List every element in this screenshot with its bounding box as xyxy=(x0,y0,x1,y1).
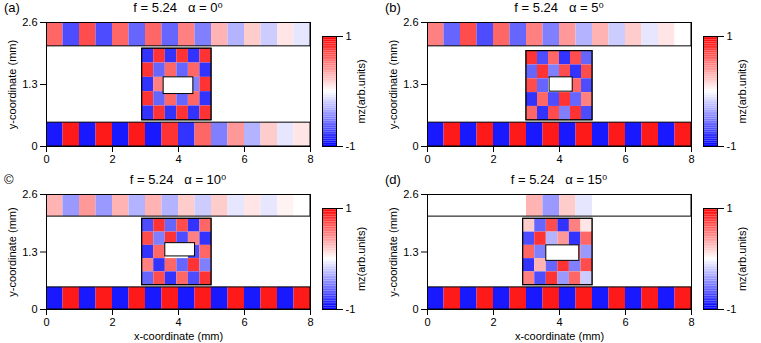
svg-text:1: 1 xyxy=(727,202,733,214)
svg-text:1: 1 xyxy=(346,202,352,214)
svg-text:0: 0 xyxy=(31,140,37,152)
html-text:(d): (d) xyxy=(385,172,401,187)
html-text:(a): (a) xyxy=(4,0,20,15)
svg-text:8: 8 xyxy=(307,153,313,165)
html-text:f = 5.24 α = 5⁰: f = 5.24 α = 5⁰ xyxy=(514,0,604,15)
svg-text:mz(arb.units): mz(arb.units) xyxy=(736,59,748,123)
svg-text:y-coordinate (mm): y-coordinate (mm) xyxy=(387,207,399,296)
svg-text:4: 4 xyxy=(175,153,181,165)
svg-text:8: 8 xyxy=(688,153,694,165)
svg-text:-1: -1 xyxy=(727,140,737,152)
svg-text:0: 0 xyxy=(31,303,37,315)
svg-text:8: 8 xyxy=(307,316,313,328)
svg-text:0: 0 xyxy=(43,316,49,328)
svg-text:2.6: 2.6 xyxy=(22,188,37,200)
svg-text:6: 6 xyxy=(241,316,247,328)
svg-text:mz(arb.units): mz(arb.units) xyxy=(736,227,748,291)
svg-text:x-coordinate (mm): x-coordinate (mm) xyxy=(515,330,604,342)
svg-text:-1: -1 xyxy=(346,303,356,315)
svg-text:y-coordinate (mm): y-coordinate (mm) xyxy=(6,40,18,129)
svg-text:6: 6 xyxy=(241,153,247,165)
svg-text:y-coordinate (mm): y-coordinate (mm) xyxy=(387,40,399,129)
svg-text:mz(arb.units): mz(arb.units) xyxy=(355,59,367,123)
svg-text:0: 0 xyxy=(412,140,418,152)
svg-text:2: 2 xyxy=(109,153,115,165)
html-text:f = 5.24 α = 15⁰: f = 5.24 α = 15⁰ xyxy=(510,172,608,187)
svg-text:1.3: 1.3 xyxy=(22,246,37,258)
svg-text:2.6: 2.6 xyxy=(403,16,418,28)
svg-text:mz(arb.units): mz(arb.units) xyxy=(355,227,367,291)
svg-text:0: 0 xyxy=(424,316,430,328)
svg-text:2: 2 xyxy=(490,153,496,165)
svg-text:2.6: 2.6 xyxy=(403,188,418,200)
svg-text:1.3: 1.3 xyxy=(403,78,418,90)
html-text:f = 5.24 α = 0⁰: f = 5.24 α = 0⁰ xyxy=(133,0,223,15)
svg-text:1.3: 1.3 xyxy=(22,78,37,90)
svg-text:1: 1 xyxy=(727,30,733,42)
svg-text:1: 1 xyxy=(346,30,352,42)
html-text:f = 5.24 α = 10⁰: f = 5.24 α = 10⁰ xyxy=(129,172,227,187)
svg-text:0: 0 xyxy=(424,153,430,165)
svg-text:2: 2 xyxy=(490,316,496,328)
svg-text:x-coordinate (mm): x-coordinate (mm) xyxy=(134,330,223,342)
svg-text:0: 0 xyxy=(412,303,418,315)
svg-text:-1: -1 xyxy=(727,303,737,315)
svg-text:4: 4 xyxy=(556,316,562,328)
svg-text:0: 0 xyxy=(43,153,49,165)
svg-text:6: 6 xyxy=(622,153,628,165)
svg-text:2: 2 xyxy=(109,316,115,328)
svg-text:-1: -1 xyxy=(346,140,356,152)
svg-text:4: 4 xyxy=(556,153,562,165)
svg-text:2.6: 2.6 xyxy=(22,16,37,28)
svg-text:4: 4 xyxy=(175,316,181,328)
svg-text:y-coordinate (mm): y-coordinate (mm) xyxy=(6,207,18,296)
svg-text:1.3: 1.3 xyxy=(403,246,418,258)
html-text:(b): (b) xyxy=(385,0,401,15)
svg-text:6: 6 xyxy=(622,316,628,328)
svg-text:8: 8 xyxy=(688,316,694,328)
